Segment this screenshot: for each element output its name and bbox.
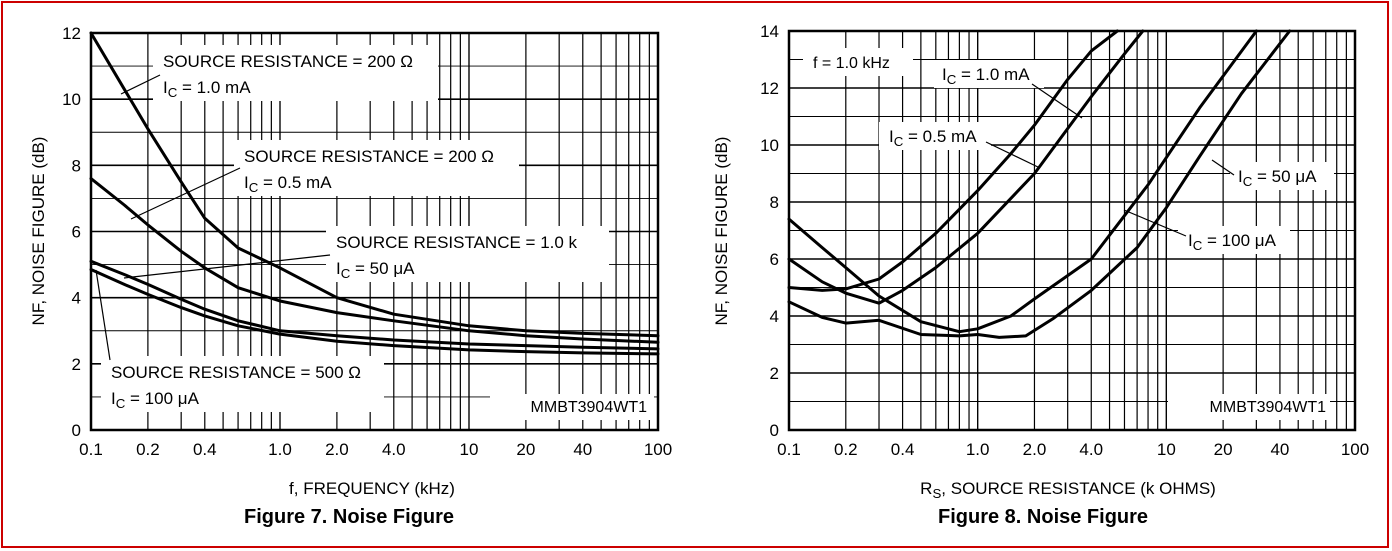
fig7-series-label: SOURCE RESISTANCE = 200 Ω	[163, 52, 413, 71]
fig7-x-axis-label: f, FREQUENCY (kHz)	[289, 479, 455, 498]
fig7-x-tick-label: 100	[644, 440, 672, 459]
fig7-x-tick-label: 0.4	[193, 440, 217, 459]
fig8-plot-frame	[787, 29, 1357, 432]
fig7-label-leader	[130, 167, 241, 220]
fig8-y-tick-label: 10	[760, 136, 779, 155]
fig7-x-tick-label: 1.0	[268, 440, 292, 459]
fig8-series-label: IC = 100 μA	[1188, 231, 1277, 253]
fig7-series-label: SOURCE RESISTANCE = 500 Ω	[111, 363, 361, 382]
fig8-x-tick-label: 0.4	[891, 440, 915, 459]
fig8-series-label: IC = 1.0 mA	[942, 65, 1030, 87]
fig7-plot-frame	[89, 31, 660, 432]
fig8-annotation: MMBT3904WT1	[1210, 399, 1327, 416]
fig8-y-tick-label: 6	[770, 250, 779, 269]
fig7-x-tick-label: 0.1	[79, 440, 103, 459]
fig7-series-label: IC = 100 μA	[111, 389, 200, 411]
fig8-y-tick-label: 14	[760, 22, 779, 41]
fig7-y-tick-label: 12	[62, 24, 81, 43]
fig8-x-tick-label: 40	[1270, 440, 1289, 459]
fig8-y-tick-label: 8	[770, 193, 779, 212]
fig8-annotation-bg	[1168, 394, 1330, 420]
fig7-series-label: IC = 50 μA	[336, 259, 415, 281]
fig8-label-leader	[1123, 209, 1187, 237]
fig7-x-tick-label: 0.2	[136, 440, 160, 459]
figure-8-caption: Figure 8. Noise Figure	[938, 506, 1149, 528]
fig7-series-line-2	[89, 177, 660, 344]
fig7-label-bg	[326, 226, 609, 282]
fig8-annotation-bg	[803, 48, 913, 76]
fig7-label-bg	[101, 356, 384, 412]
fig8-series-label: IC = 50 μA	[1238, 167, 1317, 189]
fig7-series-line-1	[89, 31, 660, 338]
fig7-label-leader	[123, 254, 331, 279]
fig8-y-tick-label: 12	[760, 79, 779, 98]
fig7-label-leader	[95, 269, 111, 361]
fig7-label-leader	[120, 74, 161, 95]
fig8-x-tick-label: 0.1	[777, 440, 801, 459]
fig8-x-tick-label: 10	[1157, 440, 1176, 459]
fig7-x-tick-label: 2.0	[325, 440, 349, 459]
fig7-series-label: SOURCE RESISTANCE = 1.0 k	[336, 233, 578, 252]
fig8-x-tick-label: 100	[1341, 440, 1369, 459]
fig7-annotation-bg	[490, 394, 654, 420]
fig8-label-bg	[1230, 162, 1334, 190]
fig8-label-leader	[985, 141, 1041, 169]
figure-7-caption: Figure 7. Noise Figure	[244, 506, 455, 528]
fig8-series-line-4	[787, 29, 1292, 339]
fig8-label-bg	[1178, 226, 1290, 254]
fig8-series-line-1	[787, 29, 1119, 292]
fig8-y-tick-label: 4	[770, 307, 779, 326]
fig8-x-axis-label: RS, SOURCE RESISTANCE (k OHMS)	[920, 479, 1216, 501]
fig7-x-tick-label: 4.0	[382, 440, 406, 459]
fig7-label-bg	[234, 140, 519, 196]
fig8-label-bg	[879, 122, 991, 150]
fig7-series-label: IC = 0.5 mA	[244, 173, 332, 195]
fig8-annotation: f = 1.0 kHz	[813, 55, 890, 72]
fig7-y-tick-label: 0	[72, 421, 81, 440]
fig8-y-tick-label: 0	[770, 421, 779, 440]
fig7-y-axis-label: NF, NOISE FIGURE (dB)	[29, 137, 48, 326]
fig7-y-tick-label: 10	[62, 90, 81, 109]
fig8-x-tick-label: 1.0	[966, 440, 990, 459]
fig7-series-line-4	[89, 268, 660, 356]
fig7-y-tick-label: 4	[72, 289, 81, 308]
fig8-y-axis-label: NF, NOISE FIGURE (dB)	[712, 137, 731, 326]
fig8-label-leader	[1031, 83, 1083, 119]
fig8-x-tick-label: 20	[1214, 440, 1233, 459]
fig7-series-line-3	[89, 259, 660, 351]
fig8-x-tick-label: 2.0	[1023, 440, 1047, 459]
fig8-x-tick-label: 4.0	[1079, 440, 1103, 459]
fig7-y-tick-label: 8	[72, 156, 81, 175]
fig7-label-bg	[153, 45, 438, 101]
fig8-label-bg	[934, 60, 1044, 88]
fig8-x-tick-label: 0.2	[834, 440, 858, 459]
fig8-label-leader	[1211, 159, 1235, 176]
fig7-x-tick-label: 10	[460, 440, 479, 459]
fig8-series-line-2	[787, 29, 1145, 305]
fig7-series-label: IC = 1.0 mA	[163, 78, 251, 100]
fig8-series-line-3	[787, 29, 1258, 334]
fig7-y-tick-label: 6	[72, 223, 81, 242]
fig7-series-label: SOURCE RESISTANCE = 200 Ω	[244, 147, 494, 166]
fig7-y-tick-label: 2	[72, 355, 81, 374]
fig7-annotation: MMBT3904WT1	[531, 399, 648, 416]
fig8-series-label: IC = 0.5 mA	[889, 127, 977, 149]
fig7-x-tick-label: 40	[573, 440, 592, 459]
fig7-x-tick-label: 20	[516, 440, 535, 459]
fig8-y-tick-label: 2	[770, 364, 779, 383]
